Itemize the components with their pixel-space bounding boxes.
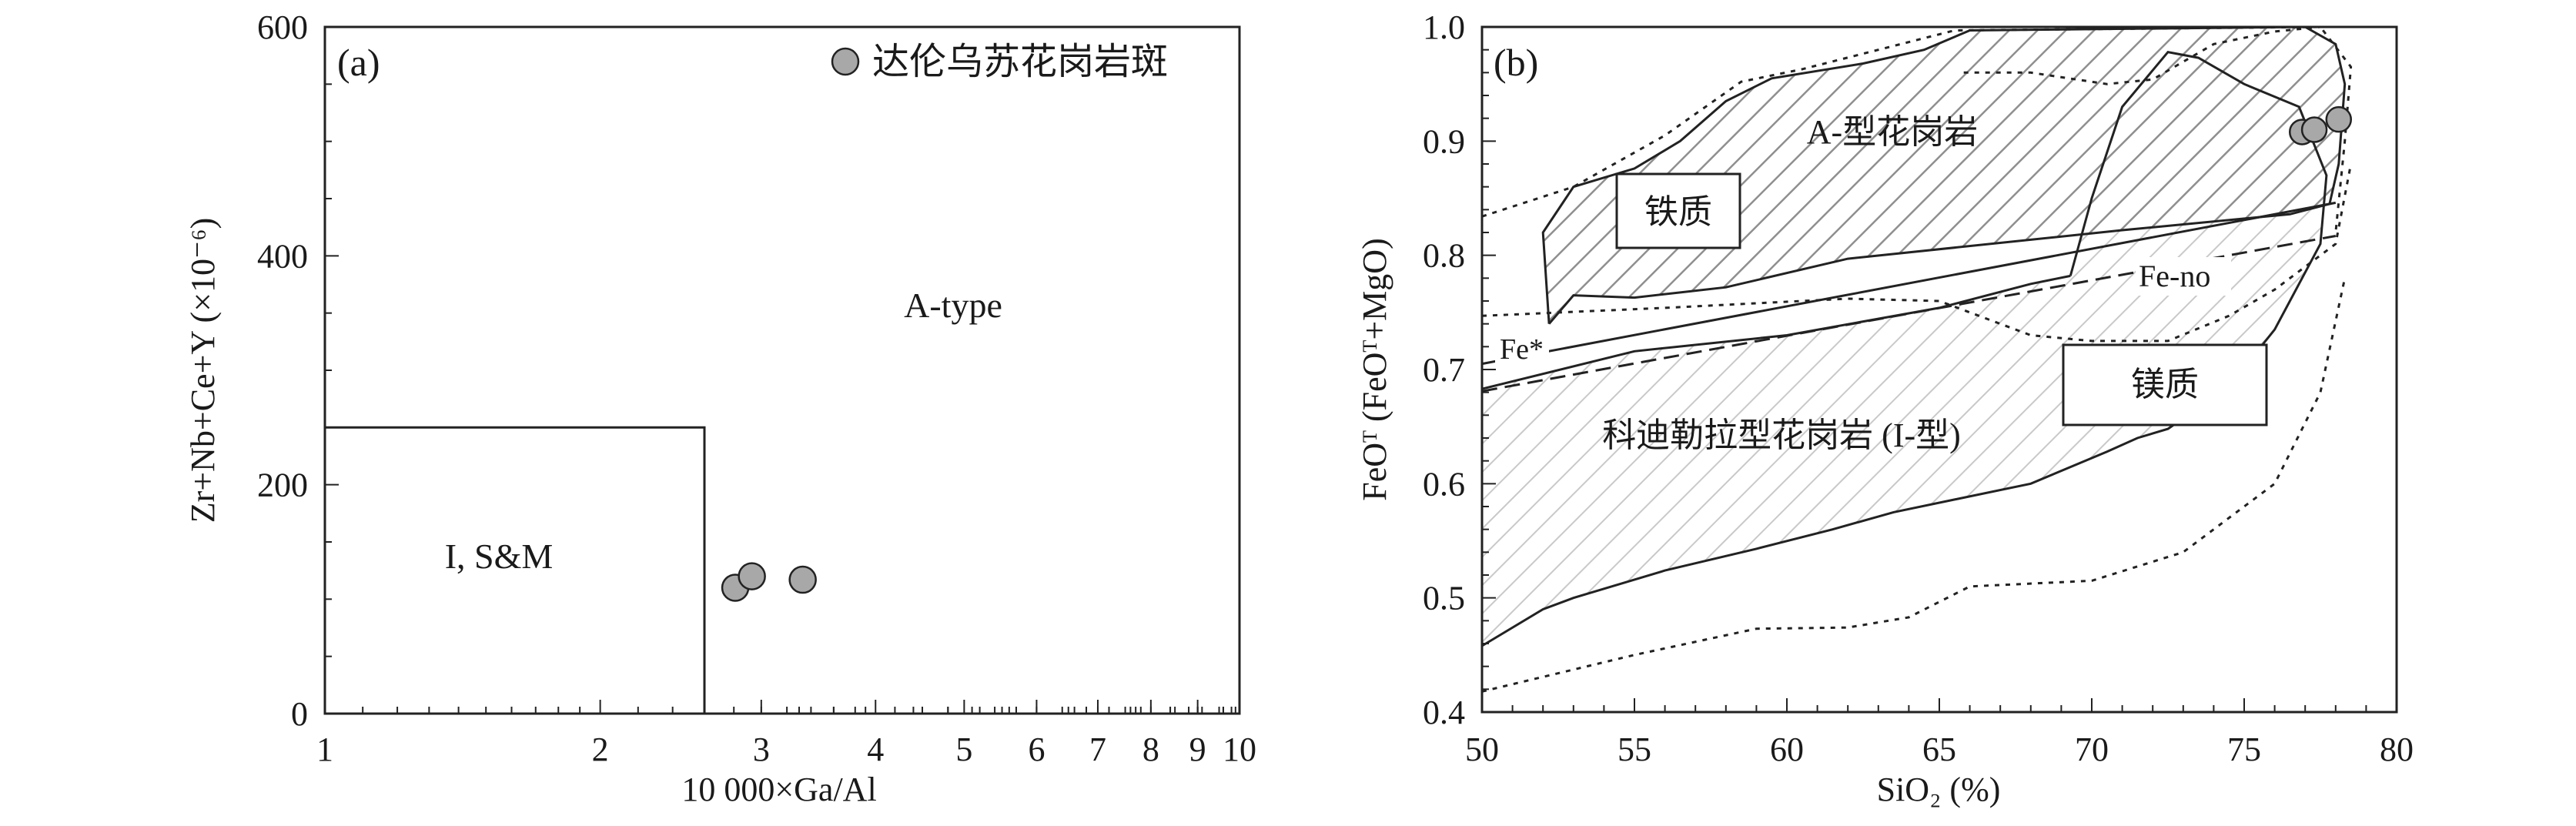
panel-b-ticks [1481,26,2397,713]
panel-b: 50 55 60 65 70 75 800.40.50.60.70.80.91.0 (b) … [1356,8,2414,808]
inner-dotted-boundary [1481,163,2353,343]
x-tick-label-a: 1 [316,731,333,768]
y-tick-label-b: 1.0 [1423,8,1465,46]
legend: 达伦乌苏花岗岩斑 [831,42,1168,82]
panel-b-points [2288,105,2353,145]
field-label-magnesian: 镁质 [2131,366,2199,403]
x-tick-label-a: 2 [592,731,609,768]
fe-no-label-bg [2136,257,2231,296]
y-tick-label-b: 0.6 [1423,465,1465,503]
panel-b-label: (b) [1494,41,1538,84]
x-axis-label-a: 10 000×Ga/Al [681,771,876,808]
ferroan-dotted-boundary [1481,25,2353,233]
panel-b-tick-labels: 50 55 60 65 70 75 80 0.4 0.5 0.6 0.7 0.8 0.9 1.0 [1423,8,2414,768]
legend-marker [831,47,860,76]
y-axis-label-a: Zr+Nb+Ce+Y (×10⁻⁶) [184,218,222,523]
data-point-a [738,562,766,590]
x-tick-label-a: 5 [955,731,972,768]
a-type-dotted-boundary [1963,25,2321,85]
ferroan-label-box: 铁质 [1615,172,1741,249]
x-tick-label-a: 4 [867,731,884,768]
x-tick-label-a: 9 [1189,731,1206,768]
magnesian-label-box: 镁质 [2062,343,2268,426]
x-tick-label-a: 6 [1028,731,1045,768]
panel-a-tick-labels: 1 2 3 4 5 6 7 8 9 10 0 200 400 600 [257,8,1256,768]
fe-star-line [1481,201,2337,366]
field-label-i-s-m: I, S&M [445,537,554,576]
y-tick-label-b: 0.9 [1423,122,1465,160]
data-point-b [2325,105,2353,133]
x-tick-label-b: 75 [2227,731,2261,768]
y-axis-label-b: FeOᵀ (FeOᵀ+MgO) [1356,238,1393,500]
data-point-b [2300,116,2328,143]
panel-a-points [721,562,817,602]
y-tick-label-a: 200 [257,467,308,504]
panel-a-label: (a) [337,41,380,84]
field-label-ferroan: 铁质 [1644,193,1712,231]
a-type-field-boundary [1541,25,2347,325]
legend-label: 达伦乌苏花岗岩斑 [872,42,1168,82]
data-point-a [788,565,817,594]
y-tick-label-a: 400 [257,237,308,275]
x-tick-label-b: 50 [1465,731,1499,768]
fe-no-label: Fe-no [2136,257,2231,296]
y-tick-label-b: 0.7 [1423,351,1465,389]
x-tick-label-a: 3 [753,731,770,768]
field-boundary-i-s-m [325,426,706,714]
y-tick-label-a: 0 [291,695,308,733]
cordilleran-upper-boundary [1481,274,2071,390]
fe-star-label: Fe* [1495,329,1549,366]
fe-no-text: Fe-no [2139,259,2210,293]
y-tick-label-b: 0.4 [1423,694,1465,731]
x-tick-label-b: 60 [1770,731,1804,768]
field-label-cordilleran: 科迪勒拉型花岗岩 (I-型) [1602,416,1961,454]
y-tick-label-b: 0.8 [1423,237,1465,275]
x-tick-label-a: 7 [1089,731,1106,768]
x-tick-label-b: 65 [1922,731,1956,768]
field-label-a-type: A-type [904,286,1002,325]
y-tick-label-b: 0.5 [1423,580,1465,617]
a-type-field-fill [1543,27,2345,324]
fe-star-text: Fe* [1500,333,1544,366]
ferroan-box [1615,172,1741,249]
panel-a-frame [323,25,1241,715]
y-tick-label-a: 600 [257,8,308,46]
x-tick-label-a: 10 [1223,731,1256,768]
x-axis-label-b: SiO₂ (%) [1877,771,2001,808]
fe-star-label-bg [1495,329,1549,365]
magnesian-box [2062,343,2268,426]
x-tick-label-b: 80 [2380,731,2414,768]
x-tick-label-a: 8 [1142,731,1159,768]
x-tick-label-b: 70 [2075,731,2109,768]
x-tick-label-b: 55 [1618,731,1651,768]
panel-a-ticks [324,26,1236,714]
field-label-a-type-granite: A-型花岗岩 [1807,113,1978,151]
magnesian-dotted-boundary [1481,277,2347,693]
